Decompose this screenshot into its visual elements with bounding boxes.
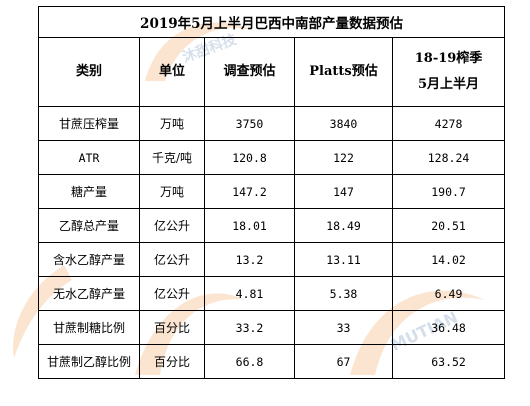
cell-survey: 147.2 xyxy=(204,174,295,209)
cell-category: 乙醇总产量 xyxy=(38,208,140,243)
table-title: 2019年5月上半月巴西中南部产量数据预估 xyxy=(37,6,506,38)
production-estimate-table: 2019年5月上半月巴西中南部产量数据预估 类别 单位 调查预估 Platts预… xyxy=(37,6,506,379)
table-header-row: 类别 单位 调查预估 Platts预估 18-19榨季 5月上半月 xyxy=(38,37,506,107)
header-unit: 单位 xyxy=(139,37,205,107)
cell-unit: 万吨 xyxy=(139,174,205,209)
cell-unit: 千克/吨 xyxy=(139,140,205,175)
table-row: 乙醇总产量 亿公升 18.01 18.49 20.51 xyxy=(38,208,506,243)
cell-season: 128.24 xyxy=(391,140,506,175)
cell-survey: 33.2 xyxy=(204,310,295,345)
header-season-line1: 18-19榨季 xyxy=(414,51,483,66)
cell-platts: 122 xyxy=(294,140,393,175)
cell-category: 含水乙醇产量 xyxy=(38,242,140,277)
cell-category: ATR xyxy=(38,140,140,175)
header-survey-estimate: 调查预估 xyxy=(204,37,295,107)
table-row: 无水乙醇产量 亿公升 4.81 5.38 6.49 xyxy=(38,276,506,311)
cell-unit: 亿公升 xyxy=(139,208,205,243)
cell-platts: 67 xyxy=(294,344,393,379)
cell-category: 甘蔗制糖比例 xyxy=(38,310,140,345)
cell-season: 6.49 xyxy=(391,276,506,311)
header-category: 类别 xyxy=(38,37,140,107)
cell-survey: 18.01 xyxy=(204,208,295,243)
cell-survey: 4.81 xyxy=(204,276,295,311)
cell-category: 甘蔗压榨量 xyxy=(38,106,140,141)
header-platts-estimate: Platts预估 xyxy=(294,37,393,107)
cell-survey: 66.8 xyxy=(204,344,295,379)
cell-platts: 13.11 xyxy=(294,242,393,277)
cell-unit: 亿公升 xyxy=(139,276,205,311)
header-season-line2: 5月上半月 xyxy=(418,77,480,92)
data-table-document: 2019年5月上半月巴西中南部产量数据预估 类别 单位 调查预估 Platts预… xyxy=(37,6,506,398)
cell-category: 甘蔗制乙醇比例 xyxy=(38,344,140,379)
cell-survey: 3750 xyxy=(204,106,295,141)
cell-season: 14.02 xyxy=(391,242,506,277)
cell-season: 190.7 xyxy=(391,174,506,209)
table-row: 甘蔗制糖比例 百分比 33.2 33 36.48 xyxy=(38,310,506,345)
cell-survey: 120.8 xyxy=(204,140,295,175)
header-season: 18-19榨季 5月上半月 xyxy=(391,37,506,107)
cell-platts: 33 xyxy=(294,310,393,345)
cell-season: 20.51 xyxy=(391,208,506,243)
cell-unit: 百分比 xyxy=(139,310,205,345)
cell-season: 4278 xyxy=(391,106,506,141)
cell-platts: 3840 xyxy=(294,106,393,141)
table-title-row: 2019年5月上半月巴西中南部产量数据预估 xyxy=(37,6,506,38)
cell-survey: 13.2 xyxy=(204,242,295,277)
cell-unit: 万吨 xyxy=(139,106,205,141)
table-row: 含水乙醇产量 亿公升 13.2 13.11 14.02 xyxy=(38,242,506,277)
cell-season: 63.52 xyxy=(391,344,506,379)
cell-category: 无水乙醇产量 xyxy=(38,276,140,311)
cell-category: 糖产量 xyxy=(38,174,140,209)
cell-platts: 18.49 xyxy=(294,208,393,243)
cell-unit: 亿公升 xyxy=(139,242,205,277)
table-row: 糖产量 万吨 147.2 147 190.7 xyxy=(38,174,506,209)
cell-platts: 5.38 xyxy=(294,276,393,311)
table-row: 甘蔗制乙醇比例 百分比 66.8 67 63.52 xyxy=(38,344,506,379)
cell-unit: 百分比 xyxy=(139,344,205,379)
cell-platts: 147 xyxy=(294,174,393,209)
table-row: 甘蔗压榨量 万吨 3750 3840 4278 xyxy=(38,106,506,141)
cell-season: 36.48 xyxy=(391,310,506,345)
table-row: ATR 千克/吨 120.8 122 128.24 xyxy=(38,140,506,175)
